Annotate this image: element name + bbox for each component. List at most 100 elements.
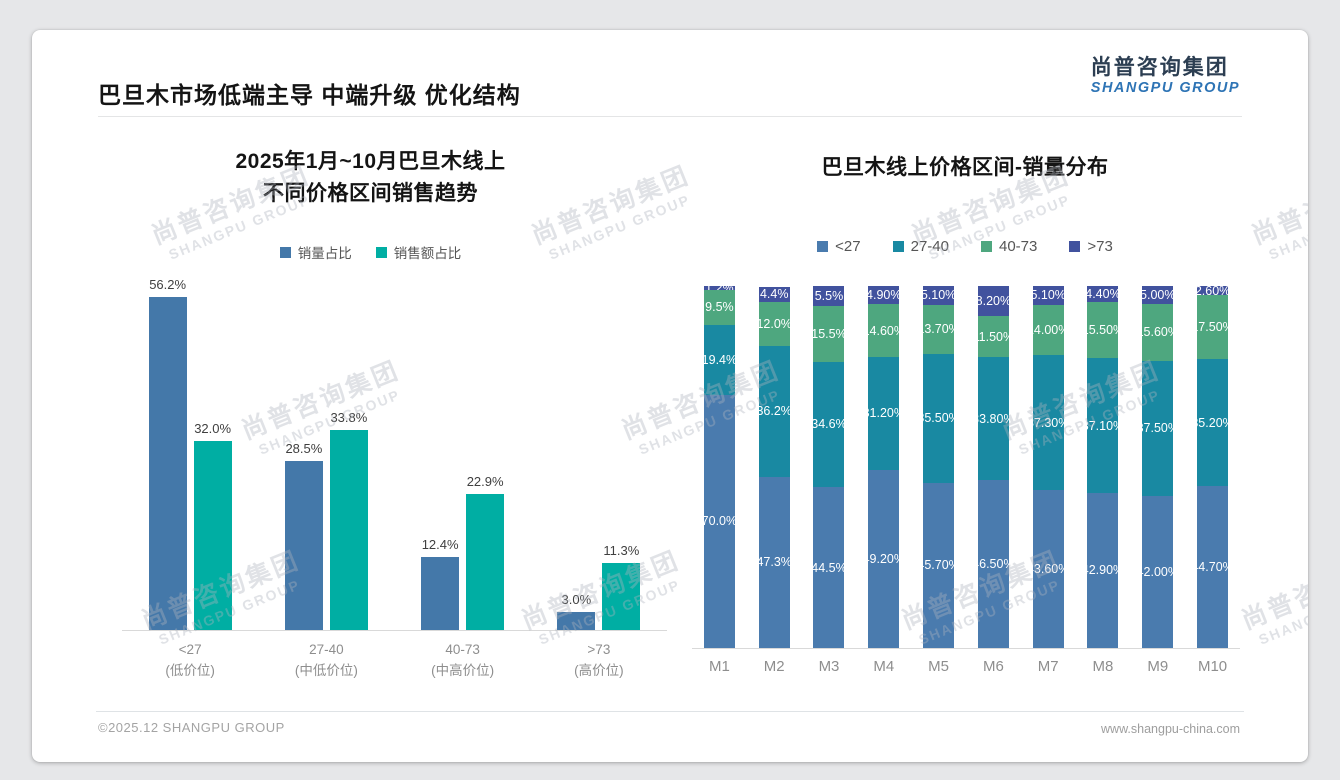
stack-segment: 9.5% [703,290,735,325]
bar-group: 56.2% 32.0% [122,270,258,630]
legend-label: 销量占比 [297,246,352,261]
right-chart-title: 巴旦木线上价格区间-销量分布 [821,156,1109,179]
stacked-bar: 2.60% 17.50% 35.20% 44.70% [1191,284,1234,648]
stacked-bar: 8.20% 11.50% 33.80% 46.50% [972,286,1015,648]
bar-value-label: 28.5% [285,441,323,457]
stacked-column: 1.2% 9.5% 19.4% 70.0% [692,281,747,648]
bar-wrap: 12.4% [421,536,460,630]
left-chart-plot: 56.2% 32.0% 28.5% 33.8% 12.4% 22.9% 3.0% 11.3% [122,270,667,631]
stack-segment: 35.50% [917,354,960,483]
stacked-column: 5.10% 13.70% 35.50% 45.70% [911,286,966,648]
legend-item: 27-40 [892,238,949,255]
legend-swatch [817,241,829,252]
legend-swatch [892,241,904,252]
bar [148,297,187,630]
segment-value-label: 17.50% [1191,320,1234,335]
bar-wrap: 32.0% [193,421,232,630]
stack-segment: 42.90% [1082,492,1124,648]
stacked-column: 5.00% 15.60% 37.50% 42.00% [1130,285,1185,648]
stacked-column: 5.5% 15.5% 34.6% 44.5% [802,286,857,648]
stacked-column: 5.10% 14.00% 37.30% 43.60% [1021,286,1076,648]
legend-item: 40-73 [981,238,1037,255]
segment-value-label: 44.5% [811,560,847,575]
x-axis-label: M3 [818,658,840,675]
stack-segment: 5.5% [813,286,845,306]
stack-segment: 37.30% [1027,355,1069,491]
stack-segment: 5.00% [1140,285,1176,305]
legend-label: 27-40 [910,238,949,255]
slide: 巴旦木市场低端主导 中端升级 优化结构 尚普咨询集团 SHANGPU GROUP… [32,30,1308,762]
stacked-bar: 5.00% 15.60% 37.50% 42.00% [1137,285,1179,648]
stacked-column: 2.60% 17.50% 35.20% 44.70% [1185,284,1240,648]
segment-value-label: 34.6% [811,417,847,432]
bar-value-label: 33.8% [330,409,368,425]
segment-value-label: 4.40% [1085,287,1121,302]
segment-value-label: 15.60% [1136,325,1179,340]
bar [193,440,232,630]
segment-value-label: 43.60% [1026,562,1070,577]
segment-value-label: 5.10% [920,288,957,303]
segment-value-label: 36.2% [756,404,792,419]
stack-segment: 34.6% [811,361,847,488]
legend-label: 40-73 [999,238,1038,255]
x-axis-label: <27 (低价位) [165,642,215,678]
segment-value-label: 35.20% [1191,415,1234,430]
footer-copyright: ©2025.12 SHANGPU GROUP [98,720,285,735]
stack-segment: 14.00% [1027,304,1069,356]
stack-segment: 33.80% [972,357,1015,480]
legend-swatch [279,246,291,258]
stacked-column: 8.20% 11.50% 33.80% 46.50% [966,286,1021,648]
segment-value-label: 44.70% [1191,560,1234,575]
stack-segment: 47.3% [756,476,792,648]
right-chart-plot: 1.2% 9.5% 19.4% 70.0% 4.4% 12.0% 36.2% 47.3% 5.5… [692,281,1240,649]
x-axis-label: 27-40 (中低价位) [294,642,358,678]
bar-wrap: 22.9% [466,474,505,630]
x-axis-label: >73 (高价位) [574,642,624,678]
bar-group: 12.4% 22.9% [395,270,531,630]
stack-segment: 42.00% [1137,496,1179,648]
footer-website: www.shangpu-china.com [1101,722,1240,736]
bar [602,563,641,630]
stack-segment: 31.20% [863,357,905,470]
segment-value-label: 42.00% [1136,565,1179,580]
stack-segment: 43.60% [1027,490,1069,648]
segment-value-label: 13.70% [917,322,960,337]
right-chart-legend: <27 27-40 40-73 >73 [690,238,1240,255]
stack-segment: 36.2% [756,345,792,477]
stack-segment: 15.60% [1137,304,1179,361]
stack-segment: 49.20% [863,469,905,648]
bar [421,556,460,630]
bar-value-label: 12.4% [421,536,459,552]
x-axis-label: M9 [1147,658,1169,675]
stacked-bar: 1.2% 9.5% 19.4% 70.0% [702,281,737,648]
bar [284,461,323,630]
segment-value-label: 33.80% [972,411,1015,426]
bar-group: 28.5% 33.8% [258,270,394,630]
stacked-bar: 5.10% 14.00% 37.30% 43.60% [1027,286,1069,648]
legend-item: >73 [1069,238,1113,255]
legend-item: 销售额占比 [375,242,461,262]
segment-value-label: 5.00% [1140,288,1176,303]
legend-item: 销量占比 [279,242,352,262]
bar-value-label: 22.9% [466,474,504,490]
stack-segment: 19.4% [702,324,737,395]
left-chart-title: 2025年1月~10月巴旦木线上 不同价格区间销售趋势 [235,150,506,205]
header-divider [98,116,1242,117]
page-title: 巴旦木市场低端主导 中端升级 优化结构 [98,82,521,108]
stacked-bar: 4.90% 14.60% 31.20% 49.20% [863,286,905,648]
stack-segment: 17.50% [1191,295,1234,359]
segment-value-label: 5.5% [814,288,844,303]
x-axis-label: M5 [928,658,949,675]
stack-segment: 37.50% [1137,360,1179,497]
stack-segment: 70.0% [702,394,737,648]
segment-value-label: 15.5% [811,326,847,341]
segment-value-label: 31.20% [862,406,905,421]
x-axis-label: M1 [708,658,730,675]
segment-value-label: 4.90% [866,288,902,303]
segment-value-label: 37.10% [1081,418,1125,433]
segment-value-label: 46.50% [972,556,1015,571]
segment-value-label: 14.00% [1026,322,1070,337]
stack-segment: 37.10% [1082,358,1124,493]
bar-value-label: 11.3% [603,543,640,559]
